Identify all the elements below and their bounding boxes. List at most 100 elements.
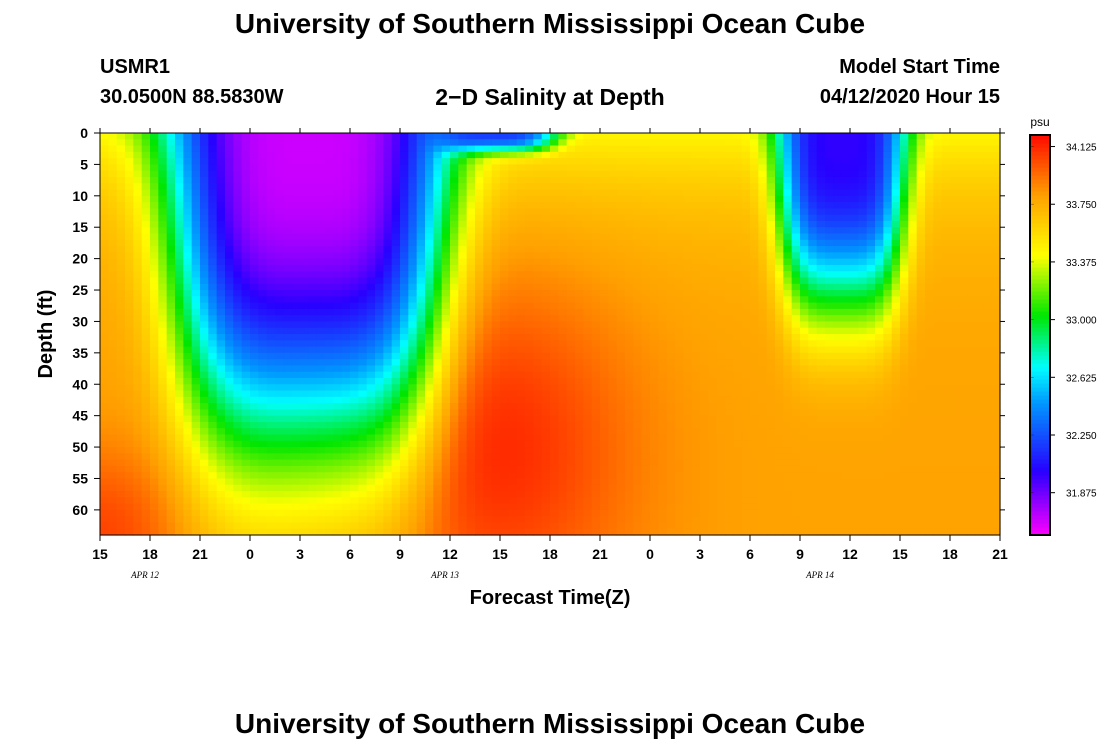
heatmap-cell	[683, 403, 693, 410]
heatmap-cell	[125, 352, 134, 360]
heatmap-cell	[441, 352, 451, 360]
heatmap-cell	[450, 302, 459, 310]
heatmap-cell	[400, 403, 409, 410]
heatmap-cell	[350, 296, 359, 304]
heatmap-cell	[725, 239, 734, 247]
heatmap-cell	[733, 516, 743, 524]
heatmap-cell	[633, 290, 643, 297]
heatmap-cell	[591, 302, 601, 310]
heatmap-cell	[475, 264, 484, 272]
heatmap-cell	[333, 365, 343, 373]
heatmap-cell	[258, 491, 268, 498]
heatmap-cell	[425, 283, 434, 291]
heatmap-cell	[416, 252, 426, 260]
heatmap-cell	[316, 208, 326, 216]
heatmap-cell	[458, 440, 468, 448]
heatmap-cell	[375, 233, 384, 241]
heatmap-cell	[725, 340, 734, 348]
heatmap-cell	[208, 264, 218, 272]
heatmap-cell	[566, 258, 576, 266]
heatmap-cell	[625, 208, 634, 216]
heatmap-cell	[175, 321, 184, 329]
heatmap-cell	[400, 315, 409, 323]
heatmap-cell	[225, 453, 234, 461]
heatmap-cell	[366, 296, 376, 304]
heatmap-cell	[266, 478, 276, 486]
heatmap-cell	[700, 434, 709, 442]
heatmap-cell	[300, 421, 309, 429]
heatmap-cell	[675, 522, 684, 530]
heatmap-cell	[483, 164, 493, 172]
heatmap-cell	[416, 509, 426, 517]
heatmap-cell	[741, 421, 751, 429]
heatmap-cell	[166, 158, 176, 166]
heatmap-cell	[633, 459, 643, 467]
heatmap-cell	[258, 403, 268, 410]
heatmap-cell	[508, 497, 518, 505]
heatmap-cell	[541, 220, 551, 228]
heatmap-cell	[583, 403, 593, 410]
heatmap-cell	[575, 340, 584, 348]
heatmap-cell	[266, 239, 276, 247]
heatmap-cell	[133, 377, 143, 385]
heatmap-cell	[216, 158, 226, 166]
heatmap-cell	[400, 497, 409, 505]
heatmap-cell	[433, 308, 443, 316]
heatmap-cell	[700, 239, 709, 247]
heatmap-cell	[533, 377, 543, 385]
heatmap-cell	[308, 308, 318, 316]
heatmap-cell	[350, 503, 359, 511]
heatmap-cell	[425, 290, 434, 297]
heatmap-cell	[716, 195, 726, 203]
heatmap-cell	[241, 195, 251, 203]
heatmap-cell	[133, 170, 143, 178]
heatmap-cell	[700, 472, 709, 480]
heatmap-cell	[625, 472, 634, 480]
heatmap-cell	[483, 465, 493, 473]
heatmap-cell	[650, 208, 659, 216]
heatmap-cell	[391, 440, 401, 448]
heatmap-cell	[275, 522, 284, 530]
heatmap-cell	[233, 528, 243, 536]
heatmap-cell	[266, 214, 276, 222]
heatmap-cell	[675, 390, 684, 398]
heatmap-cell	[191, 472, 201, 480]
heatmap-cell	[533, 421, 543, 429]
heatmap-cell	[666, 340, 676, 348]
heatmap-cell	[400, 371, 409, 379]
heatmap-cell	[525, 459, 534, 467]
heatmap-cell	[416, 183, 426, 191]
heatmap-cell	[525, 478, 534, 486]
heatmap-cell	[316, 522, 326, 530]
heatmap-cell	[133, 189, 143, 197]
heatmap-cell	[183, 315, 193, 323]
heatmap-cell	[216, 145, 226, 153]
heatmap-cell	[483, 334, 493, 341]
heatmap-cell	[616, 434, 626, 442]
heatmap-cell	[266, 459, 276, 467]
heatmap-cell	[350, 516, 359, 524]
heatmap-cell	[183, 176, 193, 184]
heatmap-cell	[483, 252, 493, 260]
heatmap-cell	[400, 453, 409, 461]
heatmap-cell	[475, 296, 484, 304]
heatmap-cell	[725, 459, 734, 467]
heatmap-cell	[708, 271, 718, 279]
heatmap-cell	[691, 352, 701, 360]
heatmap-cell	[250, 239, 259, 247]
heatmap-cell	[600, 327, 609, 335]
heatmap-cell	[558, 459, 568, 467]
heatmap-cell	[316, 315, 326, 323]
heatmap-cell	[208, 308, 218, 316]
heatmap-cell	[566, 227, 576, 235]
heatmap-cell	[208, 158, 218, 166]
heatmap-cell	[375, 133, 384, 140]
heatmap-cell	[675, 246, 684, 253]
heatmap-cell	[566, 170, 576, 178]
heatmap-cell	[441, 139, 451, 147]
heatmap-cell	[475, 396, 484, 404]
heatmap-cell	[400, 340, 409, 348]
heatmap-cell	[666, 308, 676, 316]
heatmap-cell	[391, 497, 401, 505]
heatmap-cell	[258, 202, 268, 209]
